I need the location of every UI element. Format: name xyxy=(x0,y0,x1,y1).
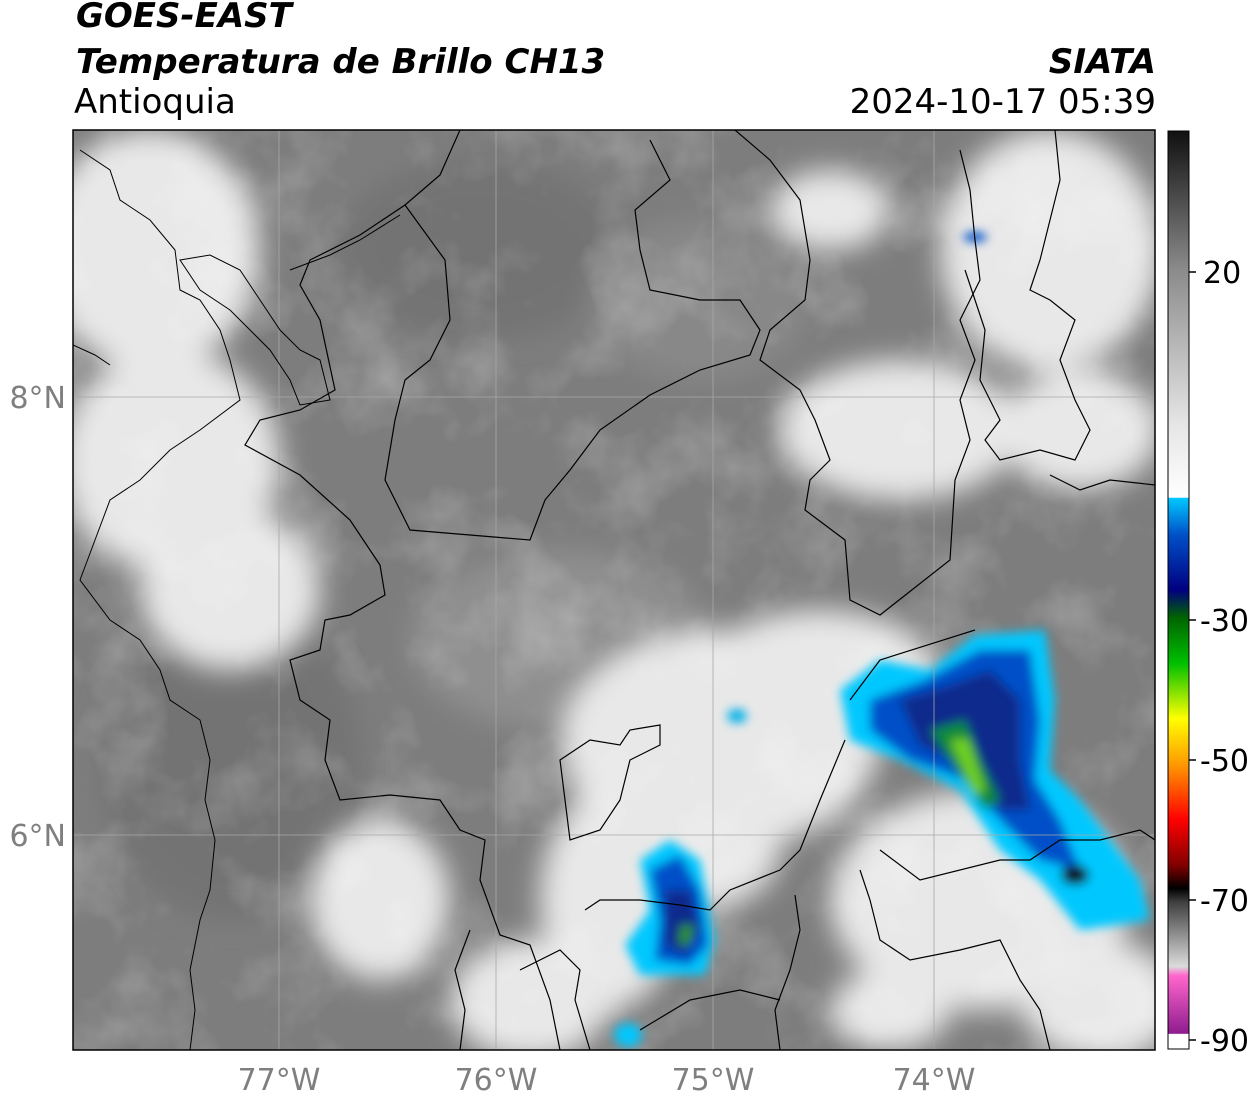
colorbar-tick-minus90: -90 xyxy=(1200,1024,1249,1059)
lon-label-77w: 77°W xyxy=(238,1063,321,1098)
colorbar-tick-20: 20 xyxy=(1203,256,1241,291)
region-label: Antioquia xyxy=(74,82,236,122)
admin-borders xyxy=(244,130,1155,1050)
lon-label-74w: 74°W xyxy=(893,1063,976,1098)
satellite-title: GOES-EAST xyxy=(76,0,292,36)
lat-label-8n: 8°N xyxy=(9,381,66,416)
colorbar-gradient xyxy=(1167,130,1190,1050)
colorbar-tick-minus70: -70 xyxy=(1200,884,1249,919)
satellite-imagery xyxy=(73,130,1155,1050)
brand-label: SIATA xyxy=(1048,42,1156,82)
product-title: Temperatura de Brillo CH13 xyxy=(76,42,606,82)
lon-label-75w: 75°W xyxy=(672,1063,755,1098)
colorbar: 20 -30 -50 -70 -90 xyxy=(1167,130,1249,1059)
graticule xyxy=(73,130,1155,1050)
colorbar-tick-minus50: -50 xyxy=(1200,744,1249,779)
colorbar-tick-minus30: -30 xyxy=(1200,604,1249,639)
lon-label-76w: 76°W xyxy=(455,1063,538,1098)
coastline xyxy=(73,149,401,1050)
lat-label-6n: 6°N xyxy=(9,819,66,854)
timestamp-label: 2024-10-17 05:39 xyxy=(849,82,1156,122)
map-frame xyxy=(72,129,1156,1051)
